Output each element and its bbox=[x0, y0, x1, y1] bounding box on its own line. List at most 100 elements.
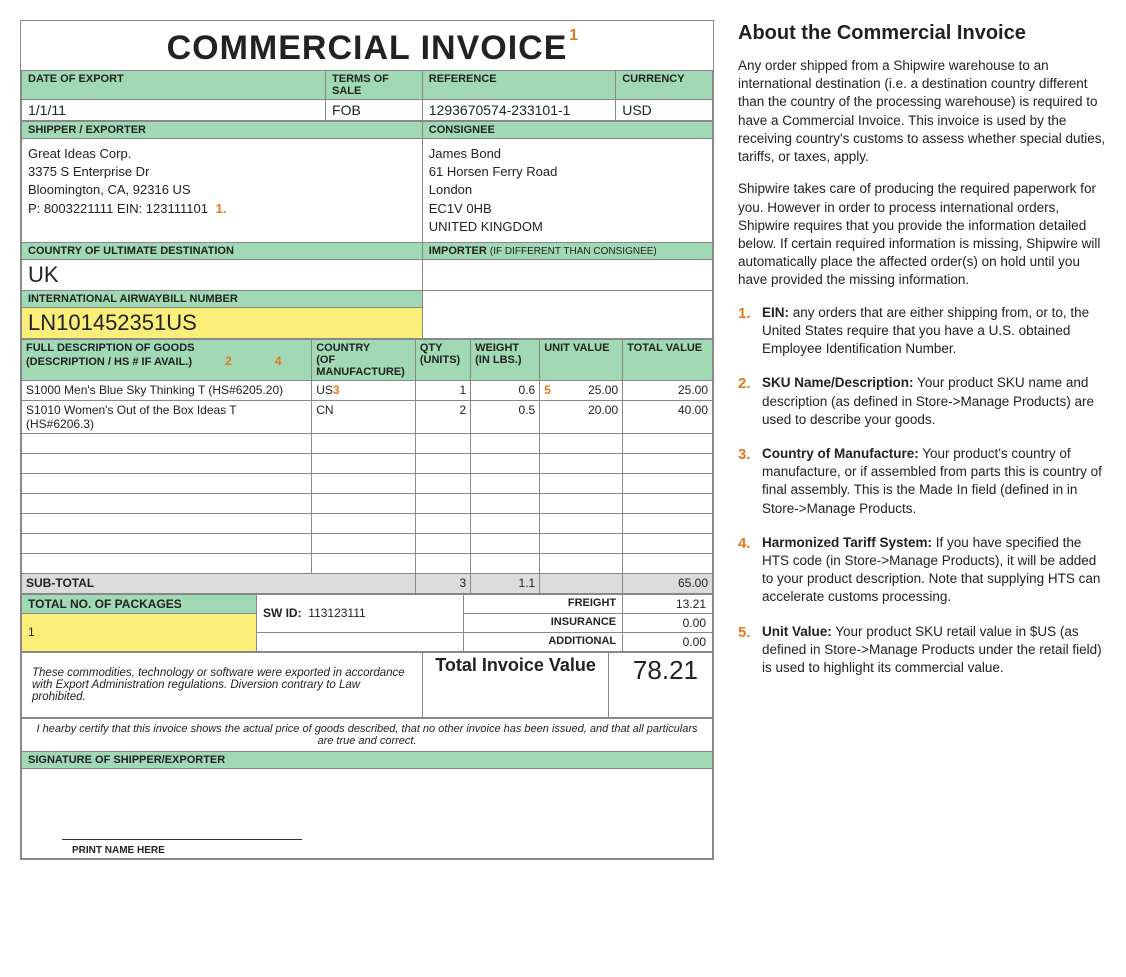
annotation-hs-icon: 4 bbox=[275, 354, 282, 368]
about-list-item: EIN: any orders that are either shipping… bbox=[738, 304, 1106, 359]
table-row-empty bbox=[22, 553, 713, 573]
invoice-title: COMMERCIAL INVOICE bbox=[21, 29, 713, 68]
value-currency: USD bbox=[616, 100, 713, 121]
value-importer bbox=[422, 259, 712, 290]
swid-value: 113123111 bbox=[308, 606, 365, 620]
value-date-of-export: 1/1/11 bbox=[22, 100, 326, 121]
line-country: CN bbox=[312, 400, 416, 433]
commercial-invoice: COMMERCIAL INVOICE 1 DATE OF EXPORT TERM… bbox=[20, 20, 714, 860]
line-total: 40.00 bbox=[623, 400, 713, 433]
subtotal-weight: 1.1 bbox=[471, 573, 540, 593]
about-para-1: Any order shipped from a Shipwire wareho… bbox=[738, 57, 1106, 166]
about-list-item: SKU Name/Description: Your product SKU n… bbox=[738, 374, 1106, 429]
shipper-block: Great Ideas Corp. 3375 S Enterprise Dr B… bbox=[22, 139, 423, 243]
shipper-name: Great Ideas Corp. bbox=[28, 146, 131, 161]
export-note: These commodities, technology or softwar… bbox=[22, 652, 423, 717]
line-desc: S1000 Men's Blue Sky Thinking T (HS#6205… bbox=[22, 380, 312, 400]
annotation-ein-icon: 1. bbox=[216, 201, 227, 216]
line-weight: 0.6 bbox=[471, 380, 540, 400]
value-insurance: 0.00 bbox=[623, 613, 713, 632]
table-row-empty bbox=[22, 433, 713, 453]
line-unit-value: 20.00 bbox=[540, 400, 623, 433]
label-signature: SIGNATURE OF SHIPPER/EXPORTER bbox=[22, 751, 713, 768]
label-total-packages: TOTAL NO. OF PACKAGES bbox=[22, 594, 257, 613]
consignee-city: London bbox=[429, 182, 472, 197]
line-weight: 0.5 bbox=[471, 400, 540, 433]
label-total-invoice: Total Invoice Value bbox=[422, 652, 609, 717]
annotation-unit-icon: 5 bbox=[544, 383, 551, 397]
parties-table: SHIPPER / EXPORTER CONSIGNEE Great Ideas… bbox=[21, 121, 713, 339]
col-unit-value: UNIT VALUE bbox=[540, 339, 623, 380]
col-country-mfr: COUNTRY(OF MANUFACTURE) bbox=[312, 339, 416, 380]
annotation-desc-icon: 2 bbox=[225, 354, 232, 368]
annotation-1-icon: 1 bbox=[569, 27, 578, 45]
table-row-empty bbox=[22, 473, 713, 493]
cert-table: I hearby certify that this invoice shows… bbox=[21, 718, 713, 859]
signature-area: PRINT NAME HERE bbox=[22, 768, 713, 858]
packages-charges-table: TOTAL NO. OF PACKAGES SW ID: 113123111 F… bbox=[21, 594, 713, 652]
label-airwaybill: INTERNATIONAL AIRWAYBILL NUMBER bbox=[22, 290, 423, 307]
label-freight: FREIGHT bbox=[464, 594, 623, 613]
line-total: 25.00 bbox=[623, 380, 713, 400]
swid-cell: SW ID: 113123111 bbox=[256, 594, 463, 632]
label-consignee: CONSIGNEE bbox=[422, 122, 712, 139]
label-insurance: INSURANCE bbox=[464, 613, 623, 632]
value-additional: 0.00 bbox=[623, 632, 713, 651]
label-subtotal: SUB-TOTAL bbox=[22, 573, 416, 593]
col-weight: WEIGHT(IN LBS.) bbox=[471, 339, 540, 380]
shipper-phone-ein: P: 8003221111 EIN: 123111101 bbox=[28, 201, 208, 216]
col-qty: QTY(UNITS) bbox=[415, 339, 470, 380]
about-list: EIN: any orders that are either shipping… bbox=[738, 304, 1106, 678]
label-terms-of-sale: TERMS OF SALE bbox=[326, 71, 423, 100]
table-row: S1010 Women's Out of the Box Ideas T (HS… bbox=[22, 400, 713, 433]
subtotal-qty: 3 bbox=[415, 573, 470, 593]
label-importer: IMPORTER (IF DIFFERENT THAN CONSIGNEE) bbox=[422, 242, 712, 259]
label-additional: ADDITIONAL bbox=[464, 632, 623, 651]
about-heading: About the Commercial Invoice bbox=[738, 20, 1106, 47]
table-row-empty bbox=[22, 513, 713, 533]
table-row-empty bbox=[22, 533, 713, 553]
consignee-street: 61 Horsen Ferry Road bbox=[429, 164, 558, 179]
consignee-block: James Bond 61 Horsen Ferry Road London E… bbox=[422, 139, 712, 243]
table-row-empty bbox=[22, 493, 713, 513]
consignee-postal: EC1V 0HB bbox=[429, 201, 492, 216]
about-list-item: Harmonized Tariff System: If you have sp… bbox=[738, 534, 1106, 607]
value-airwaybill: LN101452351US bbox=[22, 307, 423, 338]
label-shipper: SHIPPER / EXPORTER bbox=[22, 122, 423, 139]
consignee-country: UNITED KINGDOM bbox=[429, 219, 543, 234]
signature-line bbox=[62, 839, 302, 840]
about-list-item: Country of Manufacture: Your product's c… bbox=[738, 445, 1106, 518]
line-qty: 2 bbox=[415, 400, 470, 433]
value-reference: 1293670574-233101-1 bbox=[422, 100, 615, 121]
value-freight: 13.21 bbox=[623, 594, 713, 613]
header-fields-table: DATE OF EXPORT TERMS OF SALE REFERENCE C… bbox=[21, 70, 713, 121]
consignee-name: James Bond bbox=[429, 146, 501, 161]
value-ultimate-destination: UK bbox=[22, 259, 423, 290]
goods-table: FULL DESCRIPTION OF GOODS(DESCRIPTION / … bbox=[21, 339, 713, 594]
shipper-city: Bloomington, CA, 92316 US bbox=[28, 182, 191, 197]
line-desc: S1010 Women's Out of the Box Ideas T (HS… bbox=[22, 400, 312, 433]
shipper-street: 3375 S Enterprise Dr bbox=[28, 164, 149, 179]
subtotal-value: 65.00 bbox=[623, 573, 713, 593]
about-list-item: Unit Value: Your product SKU retail valu… bbox=[738, 623, 1106, 678]
empty-right-awb bbox=[422, 290, 712, 338]
col-total-value: TOTAL VALUE bbox=[623, 339, 713, 380]
label-date-of-export: DATE OF EXPORT bbox=[22, 71, 326, 100]
about-panel: About the Commercial Invoice Any order s… bbox=[738, 20, 1106, 693]
about-para-2: Shipwire takes care of producing the req… bbox=[738, 180, 1106, 289]
table-row: S1000 Men's Blue Sky Thinking T (HS#6205… bbox=[22, 380, 713, 400]
line-country: US3 bbox=[312, 380, 416, 400]
total-row-table: These commodities, technology or softwar… bbox=[21, 652, 713, 718]
annotation-country-icon: 3 bbox=[333, 383, 340, 397]
line-unit-value: 525.00 bbox=[540, 380, 623, 400]
value-total-invoice: 78.21 bbox=[609, 652, 713, 717]
value-terms-of-sale: FOB bbox=[326, 100, 423, 121]
table-row-empty bbox=[22, 453, 713, 473]
certification-text: I hearby certify that this invoice shows… bbox=[22, 718, 713, 751]
line-qty: 1 bbox=[415, 380, 470, 400]
label-reference: REFERENCE bbox=[422, 71, 615, 100]
label-ultimate-destination: COUNTRY OF ULTIMATE DESTINATION bbox=[22, 242, 423, 259]
value-total-packages: 1 bbox=[22, 613, 257, 651]
col-description: FULL DESCRIPTION OF GOODS(DESCRIPTION / … bbox=[22, 339, 312, 380]
label-print-name: PRINT NAME HERE bbox=[72, 845, 165, 856]
